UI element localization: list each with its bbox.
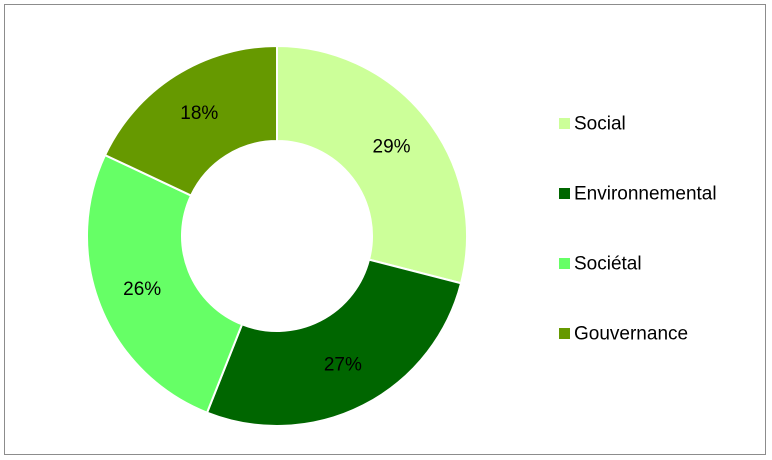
legend-label-gouvernance: Gouvernance (574, 324, 688, 345)
slice-societal (86, 153, 244, 414)
slice-labels: 29% 27% 26% 18% (123, 103, 411, 376)
legend-label-social: Social (574, 114, 626, 135)
legend-label-societal: Sociétal (574, 254, 642, 275)
legend-swatch-social (559, 118, 570, 129)
legend-label-environnemental: Environnemental (574, 184, 717, 205)
slice-label-social: 29% (373, 137, 411, 158)
slice-label-gouvernance: 18% (180, 103, 218, 124)
legend-swatch-environnemental (559, 188, 570, 199)
slice-label-environnemental: 27% (324, 355, 362, 376)
slice-social (276, 44, 468, 285)
slice-label-societal: 26% (123, 279, 161, 300)
legend: Social Environnemental Sociétal Gouvernance (559, 114, 717, 345)
slice-gouvernance (103, 44, 278, 197)
donut-slices (86, 44, 468, 427)
legend-swatch-societal (559, 258, 570, 269)
legend-swatch-gouvernance (559, 328, 570, 339)
slice-environnemental (205, 258, 463, 427)
